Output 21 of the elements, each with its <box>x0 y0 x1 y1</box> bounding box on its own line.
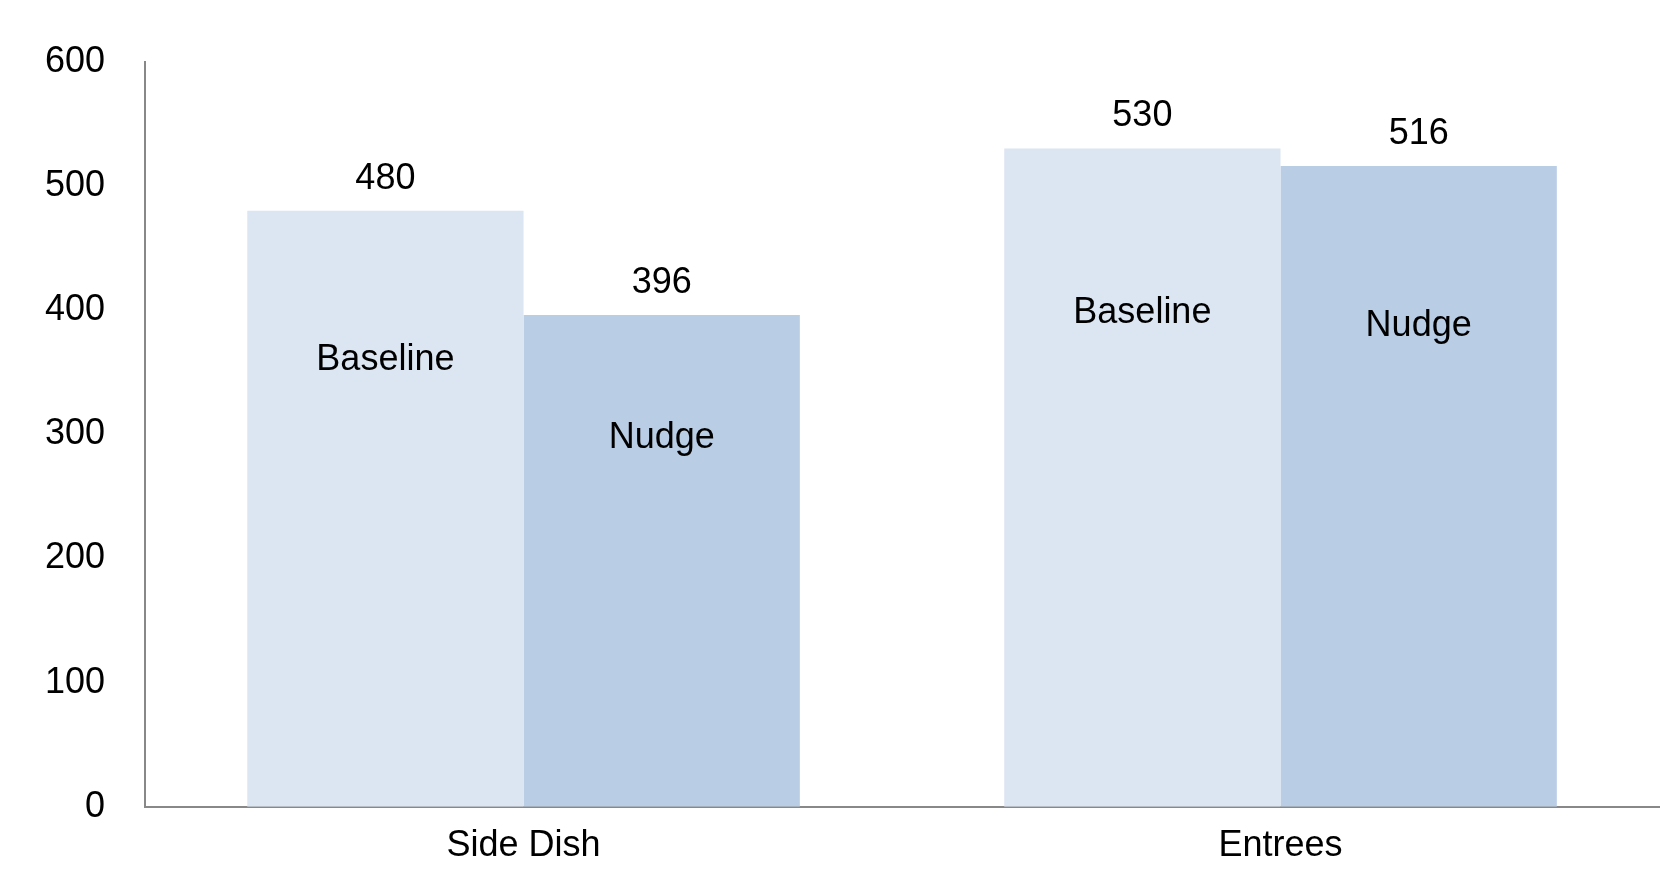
data-label: 396 <box>631 259 692 301</box>
y-tick-label: 600 <box>44 38 106 80</box>
bar <box>1004 148 1281 807</box>
bar <box>523 314 800 807</box>
bar <box>247 210 524 807</box>
data-label: 530 <box>1112 93 1173 135</box>
y-tick-label: 400 <box>44 286 106 328</box>
y-tick-label: 500 <box>44 162 106 204</box>
y-tick-label: 300 <box>44 411 106 453</box>
x-tick-label: Side Dish <box>446 823 601 865</box>
series-label: Baseline <box>316 336 455 378</box>
text: Baseline <box>1073 290 1212 332</box>
series-label: Nudge <box>1365 303 1472 345</box>
text: Nudge <box>608 414 715 456</box>
data-label: 516 <box>1388 110 1449 152</box>
y-tick-label: 0 <box>85 783 106 825</box>
y-tick-label: 200 <box>44 535 106 577</box>
y-tick-label: 100 <box>44 659 106 701</box>
bar <box>1280 165 1557 807</box>
data-label: 480 <box>355 155 416 197</box>
x-tick-label: Entrees <box>1218 823 1343 865</box>
